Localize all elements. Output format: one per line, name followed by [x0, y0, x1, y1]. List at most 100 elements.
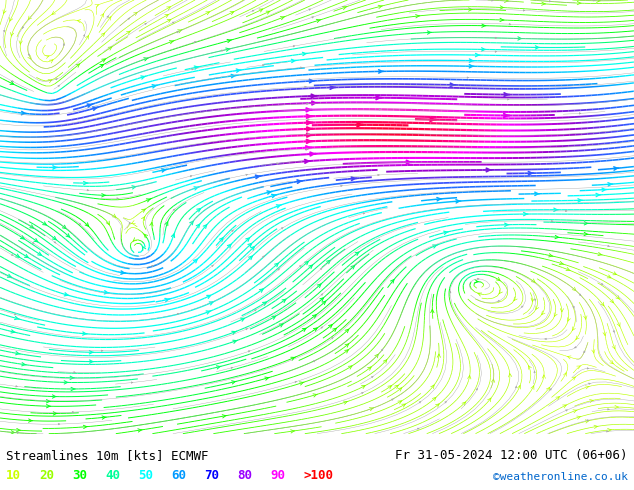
- FancyArrowPatch shape: [524, 212, 528, 216]
- FancyArrowPatch shape: [248, 244, 252, 247]
- Text: 20: 20: [39, 468, 55, 482]
- FancyArrowPatch shape: [534, 299, 536, 301]
- FancyArrowPatch shape: [514, 297, 517, 301]
- FancyArrowPatch shape: [587, 419, 589, 421]
- FancyArrowPatch shape: [305, 160, 310, 163]
- FancyArrowPatch shape: [548, 254, 553, 257]
- FancyArrowPatch shape: [165, 298, 170, 302]
- FancyArrowPatch shape: [95, 4, 98, 8]
- FancyArrowPatch shape: [15, 317, 19, 319]
- FancyArrowPatch shape: [321, 294, 323, 295]
- FancyArrowPatch shape: [190, 221, 193, 225]
- Text: 60: 60: [171, 468, 186, 482]
- FancyArrowPatch shape: [344, 401, 348, 404]
- FancyArrowPatch shape: [554, 208, 559, 211]
- FancyArrowPatch shape: [574, 346, 576, 348]
- FancyArrowPatch shape: [554, 313, 557, 317]
- FancyArrowPatch shape: [372, 376, 373, 378]
- FancyArrowPatch shape: [17, 432, 19, 434]
- FancyArrowPatch shape: [534, 192, 540, 196]
- FancyArrowPatch shape: [231, 367, 233, 368]
- FancyArrowPatch shape: [613, 331, 614, 333]
- FancyArrowPatch shape: [10, 81, 14, 84]
- FancyArrowPatch shape: [584, 232, 588, 236]
- FancyArrowPatch shape: [320, 268, 322, 270]
- FancyArrowPatch shape: [500, 6, 504, 9]
- FancyArrowPatch shape: [22, 111, 27, 115]
- FancyArrowPatch shape: [194, 187, 199, 190]
- FancyArrowPatch shape: [219, 238, 223, 242]
- FancyArrowPatch shape: [16, 351, 20, 355]
- FancyArrowPatch shape: [600, 302, 604, 306]
- FancyArrowPatch shape: [53, 395, 56, 398]
- FancyArrowPatch shape: [345, 344, 349, 347]
- FancyArrowPatch shape: [450, 83, 455, 87]
- FancyArrowPatch shape: [265, 377, 269, 380]
- FancyArrowPatch shape: [82, 332, 87, 335]
- FancyArrowPatch shape: [406, 161, 412, 164]
- FancyArrowPatch shape: [37, 252, 41, 255]
- FancyArrowPatch shape: [302, 328, 306, 332]
- FancyArrowPatch shape: [585, 386, 590, 389]
- FancyArrowPatch shape: [77, 20, 81, 23]
- FancyArrowPatch shape: [100, 65, 103, 68]
- FancyArrowPatch shape: [87, 189, 89, 191]
- FancyArrowPatch shape: [53, 236, 56, 240]
- FancyArrowPatch shape: [311, 95, 316, 98]
- FancyArrowPatch shape: [617, 322, 620, 326]
- FancyArrowPatch shape: [477, 278, 479, 280]
- FancyArrowPatch shape: [560, 309, 564, 312]
- FancyArrowPatch shape: [3, 10, 6, 14]
- FancyArrowPatch shape: [246, 238, 249, 242]
- Text: 90: 90: [270, 468, 285, 482]
- FancyArrowPatch shape: [462, 402, 465, 406]
- FancyArrowPatch shape: [610, 299, 614, 303]
- FancyArrowPatch shape: [48, 80, 52, 83]
- FancyArrowPatch shape: [194, 66, 199, 69]
- FancyArrowPatch shape: [602, 188, 607, 192]
- FancyArrowPatch shape: [292, 59, 296, 63]
- FancyArrowPatch shape: [607, 431, 608, 432]
- FancyArrowPatch shape: [226, 48, 230, 51]
- FancyArrowPatch shape: [134, 12, 137, 16]
- FancyArrowPatch shape: [293, 46, 295, 47]
- FancyArrowPatch shape: [16, 428, 21, 432]
- FancyArrowPatch shape: [594, 425, 598, 428]
- FancyArrowPatch shape: [89, 360, 94, 363]
- FancyArrowPatch shape: [536, 306, 539, 310]
- FancyArrowPatch shape: [117, 197, 119, 199]
- FancyArrowPatch shape: [504, 93, 509, 96]
- FancyArrowPatch shape: [417, 428, 419, 430]
- FancyArrowPatch shape: [579, 113, 581, 114]
- FancyArrowPatch shape: [83, 34, 85, 36]
- Text: 30: 30: [72, 468, 87, 482]
- FancyArrowPatch shape: [369, 408, 373, 411]
- FancyArrowPatch shape: [584, 316, 587, 319]
- FancyArrowPatch shape: [378, 70, 384, 73]
- FancyArrowPatch shape: [327, 260, 330, 264]
- FancyArrowPatch shape: [584, 351, 585, 353]
- FancyArrowPatch shape: [590, 399, 593, 403]
- FancyArrowPatch shape: [101, 33, 105, 37]
- FancyArrowPatch shape: [259, 289, 263, 293]
- FancyArrowPatch shape: [430, 385, 434, 389]
- FancyArrowPatch shape: [361, 392, 363, 394]
- FancyArrowPatch shape: [515, 386, 517, 388]
- FancyArrowPatch shape: [272, 316, 276, 319]
- FancyArrowPatch shape: [597, 0, 600, 2]
- FancyArrowPatch shape: [167, 7, 171, 10]
- FancyArrowPatch shape: [275, 263, 278, 267]
- FancyArrowPatch shape: [307, 133, 313, 137]
- FancyArrowPatch shape: [281, 227, 283, 229]
- FancyArrowPatch shape: [71, 387, 75, 391]
- FancyArrowPatch shape: [177, 31, 179, 33]
- FancyArrowPatch shape: [450, 291, 451, 293]
- FancyArrowPatch shape: [66, 234, 70, 237]
- FancyArrowPatch shape: [304, 86, 306, 88]
- FancyArrowPatch shape: [86, 35, 89, 39]
- FancyArrowPatch shape: [495, 51, 497, 52]
- FancyArrowPatch shape: [206, 311, 211, 314]
- FancyArrowPatch shape: [531, 279, 535, 282]
- FancyArrowPatch shape: [227, 39, 231, 43]
- FancyArrowPatch shape: [379, 109, 381, 110]
